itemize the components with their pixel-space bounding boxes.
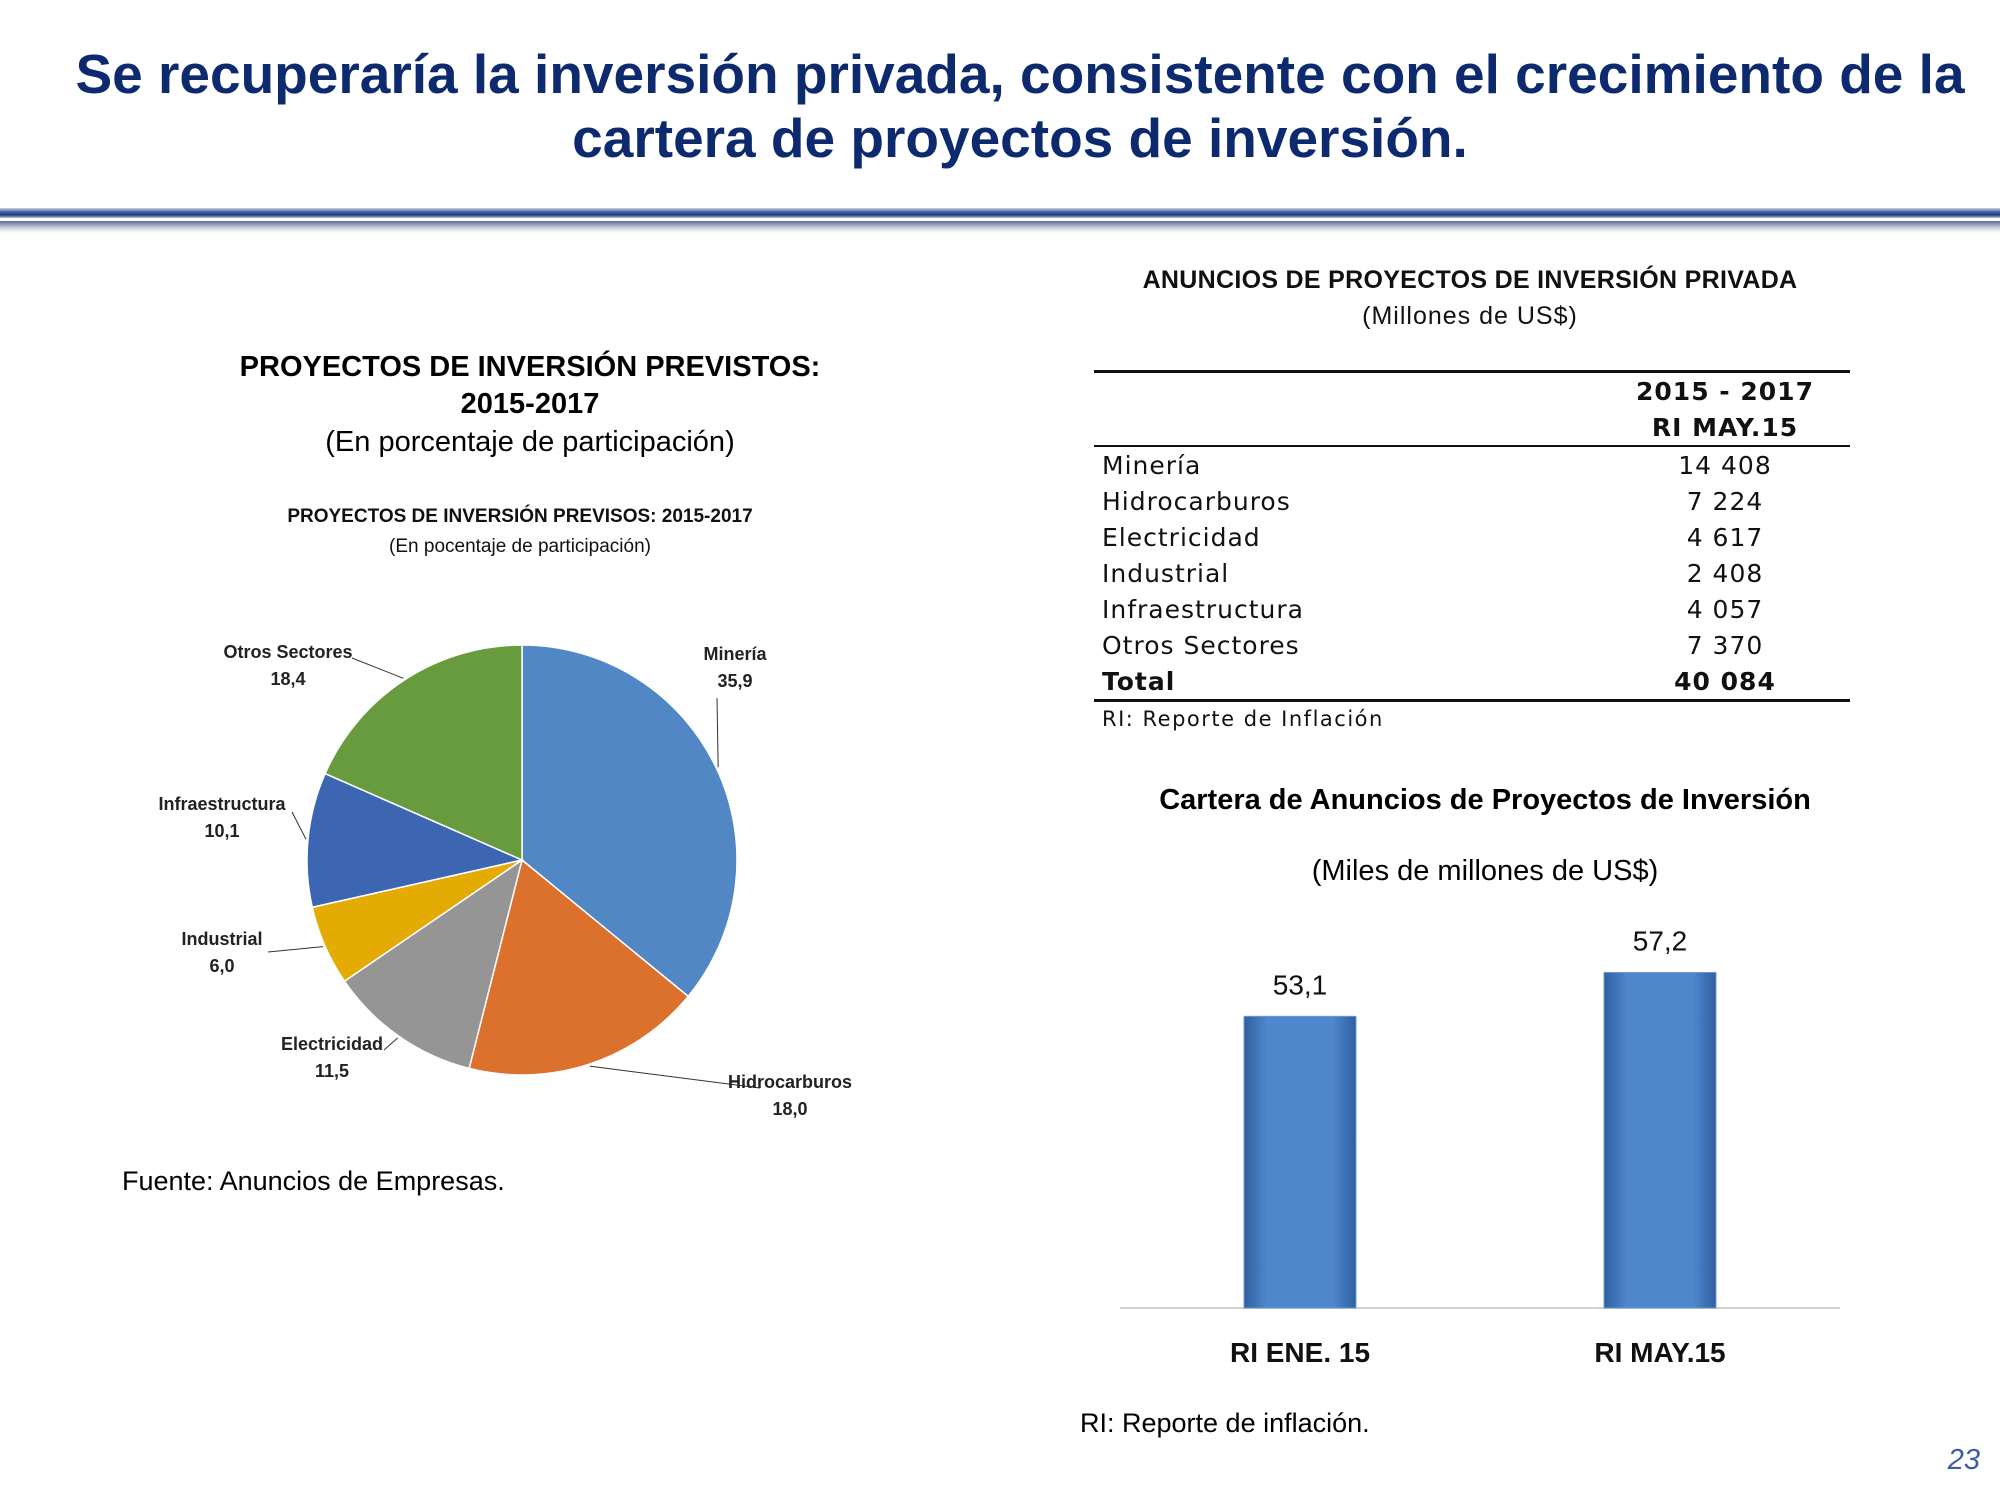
page-number: 23 [1947, 1444, 1980, 1476]
pie-value-electricidad: 11,5 [315, 1061, 349, 1081]
row-label: Otros Sectores [1102, 630, 1300, 660]
leader-line-otros [351, 657, 404, 679]
table-row: Infraestructura 4 057 [1094, 591, 1850, 627]
pie-panel-title: PROYECTOS DE INVERSIÓN PREVISTOS: 2015-2… [150, 349, 910, 423]
row-label: Hidrocarburos [1102, 486, 1291, 516]
slide-title: Se recuperaría la inversión privada, con… [75, 43, 1965, 169]
row-value: 4 617 [1686, 522, 1764, 552]
pie-panel-subtitle: (En porcentaje de participación) [325, 426, 735, 458]
pie-value-hidrocarburos: 18,0 [772, 1099, 807, 1119]
row-label: Minería [1102, 450, 1202, 480]
title-divider-shadow [0, 221, 2000, 233]
pie-value-industrial: 6,0 [209, 956, 234, 976]
bar-category-label: RI ENE. 15 [1230, 1337, 1370, 1368]
pie-label-otros: Otros Sectores [223, 642, 352, 662]
pie-slice-otros [324, 644, 523, 862]
bar-chart-subtitle: (Miles de millones de US$) [1311, 855, 1659, 887]
pie-label-infraestructura: Infraestructura [158, 794, 286, 814]
row-label: Infraestructura [1102, 594, 1304, 624]
pie-value-mineria: 35,9 [717, 671, 752, 691]
table-header-report: RI MAY.15 [1600, 409, 1850, 447]
leader-line-electricidad [383, 1037, 399, 1051]
pie-slice-mineria [521, 644, 738, 998]
row-value: 7 224 [1686, 486, 1764, 516]
row-value: 4 057 [1686, 594, 1764, 624]
total-value: 40 084 [1600, 663, 1850, 702]
table-total-row: Total 40 084 [1094, 663, 1850, 702]
title-divider [0, 208, 2000, 218]
bar-value-label: 53,1 [1273, 969, 1328, 1000]
pie-chart-subtitle: (En pocentaje de participación) [389, 536, 651, 557]
pie-slice-infraestructura [306, 772, 525, 909]
pie-chart: Minería 35,9 Hidrocarburos 18,0 Electricidad… [158, 642, 852, 1119]
table-subtitle: (Millones de US$) [1362, 302, 1578, 330]
row-value: 14 408 [1678, 450, 1772, 480]
pie-value-otros: 18,4 [270, 669, 305, 689]
table-row: Otros Sectores 7 370 [1094, 627, 1850, 663]
bar-category-label: RI MAY.15 [1594, 1337, 1725, 1368]
row-label: Industrial [1102, 558, 1230, 588]
leader-line-industrial [267, 946, 324, 953]
investment-table: 2015 - 2017 RI MAY.15 Minería 14 408 Hidr… [1094, 370, 1850, 702]
total-label: Total [1094, 663, 1600, 702]
pie-label-electricidad: Electricidad [281, 1034, 383, 1054]
leader-line-mineria [716, 697, 719, 768]
table-header-empty [1094, 370, 1600, 409]
table-row: Industrial 2 408 [1094, 555, 1850, 591]
table-title: ANUNCIOS DE PROYECTOS DE INVERSIÓN PRIVA… [1142, 266, 1798, 294]
leader-line-hidrocarburos [589, 1065, 761, 1089]
bar-chart: 53,1 RI ENE. 15 57,2 RI MAY.15 [1120, 925, 1840, 1368]
leader-line-infraestructura [291, 811, 307, 840]
table-header-period: 2015 - 2017 [1600, 370, 1850, 409]
pie-slice-electricidad [343, 858, 524, 1070]
pie-chart-title: PROYECTOS DE INVERSIÓN PREVISOS: 2015-20… [287, 506, 753, 527]
bar-chart-title: Cartera de Anuncios de Proyectos de Inve… [1159, 784, 1811, 816]
bar-chart-note: RI: Reporte de inflación. [1080, 1408, 1370, 1438]
pie-label-hidrocarburos: Hidrocarburos [728, 1072, 852, 1092]
table-header-empty [1094, 409, 1600, 447]
source-note: Fuente: Anuncios de Empresas. [122, 1166, 505, 1196]
row-label: Electricidad [1102, 522, 1261, 552]
table-row: Minería 14 408 [1094, 446, 1850, 483]
pie-label-industrial: Industrial [181, 929, 262, 949]
table-note: RI: Reporte de Inflación [1102, 707, 1384, 731]
pie-value-infraestructura: 10,1 [204, 821, 239, 841]
table-row: Electricidad 4 617 [1094, 519, 1850, 555]
row-value: 7 370 [1686, 630, 1764, 660]
bar-2 [1603, 971, 1717, 1309]
pie-label-mineria: Minería [703, 644, 767, 664]
table-row: Hidrocarburos 7 224 [1094, 483, 1850, 519]
table-header-row: RI MAY.15 [1094, 409, 1850, 447]
bar-value-label: 57,2 [1633, 925, 1688, 956]
pie-panel-title-text: PROYECTOS DE INVERSIÓN PREVISTOS: 2015-2… [239, 351, 821, 420]
pie-slice-hidrocarburos [468, 858, 690, 1076]
table-header-row: 2015 - 2017 [1094, 370, 1850, 409]
row-value: 2 408 [1686, 558, 1764, 588]
bar-1 [1243, 1015, 1357, 1309]
